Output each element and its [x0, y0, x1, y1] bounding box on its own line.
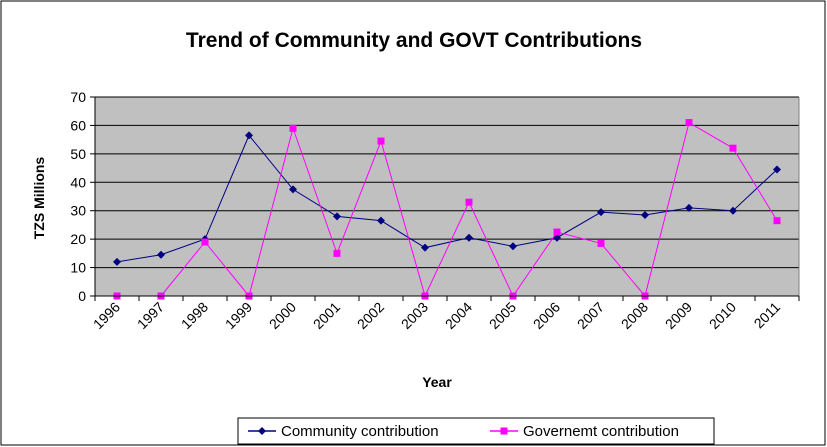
series-line	[116, 134, 778, 263]
data-point	[289, 185, 297, 194]
legend-marker	[258, 427, 266, 435]
y-axis-label: TZS Millions	[31, 157, 47, 240]
series-layer	[113, 119, 781, 300]
x-axis-label: Year	[422, 374, 452, 390]
data-point	[553, 228, 561, 236]
legend-marker	[500, 427, 508, 435]
plot-background	[95, 97, 799, 296]
legend-entry: Community contribution	[248, 423, 439, 440]
y-tick-label: 10	[70, 260, 86, 276]
data-point	[729, 206, 737, 215]
legend-label: Governemt contribution	[523, 423, 679, 440]
y-tick-label: 60	[70, 117, 86, 133]
y-tick-label: 50	[70, 146, 86, 162]
plot-area	[95, 96, 800, 296]
data-point	[377, 137, 385, 145]
data-point	[245, 131, 253, 140]
y-tick-label: 0	[78, 288, 86, 304]
data-point	[597, 208, 605, 217]
legend-entry: Governemt contribution	[490, 423, 679, 440]
data-point	[157, 250, 165, 259]
data-point	[509, 242, 517, 251]
legend-box	[237, 417, 715, 445]
data-point	[465, 233, 473, 242]
series-1	[113, 131, 781, 266]
data-point	[773, 165, 781, 174]
data-point	[421, 243, 429, 252]
data-point	[113, 257, 121, 266]
data-point	[597, 239, 605, 247]
data-point	[465, 198, 473, 206]
y-tick-label: 40	[70, 174, 86, 190]
legend-label: Community contribution	[281, 423, 439, 440]
data-point	[685, 119, 693, 127]
series-line	[117, 121, 778, 298]
data-point	[685, 203, 693, 212]
data-point	[773, 217, 781, 225]
y-tick-label: 20	[70, 231, 86, 247]
chart-title: Trend of Community and GOVT Contribution…	[186, 29, 642, 52]
data-point	[641, 210, 649, 219]
data-point	[201, 238, 209, 246]
data-point	[289, 124, 297, 132]
y-tick-label: 30	[70, 203, 86, 219]
legend: Community contribution Governemt contribu…	[237, 417, 715, 445]
data-point	[333, 249, 341, 257]
y-tick-label: 70	[70, 89, 86, 105]
data-point	[729, 144, 737, 152]
data-point	[377, 216, 385, 225]
data-point	[333, 212, 341, 221]
